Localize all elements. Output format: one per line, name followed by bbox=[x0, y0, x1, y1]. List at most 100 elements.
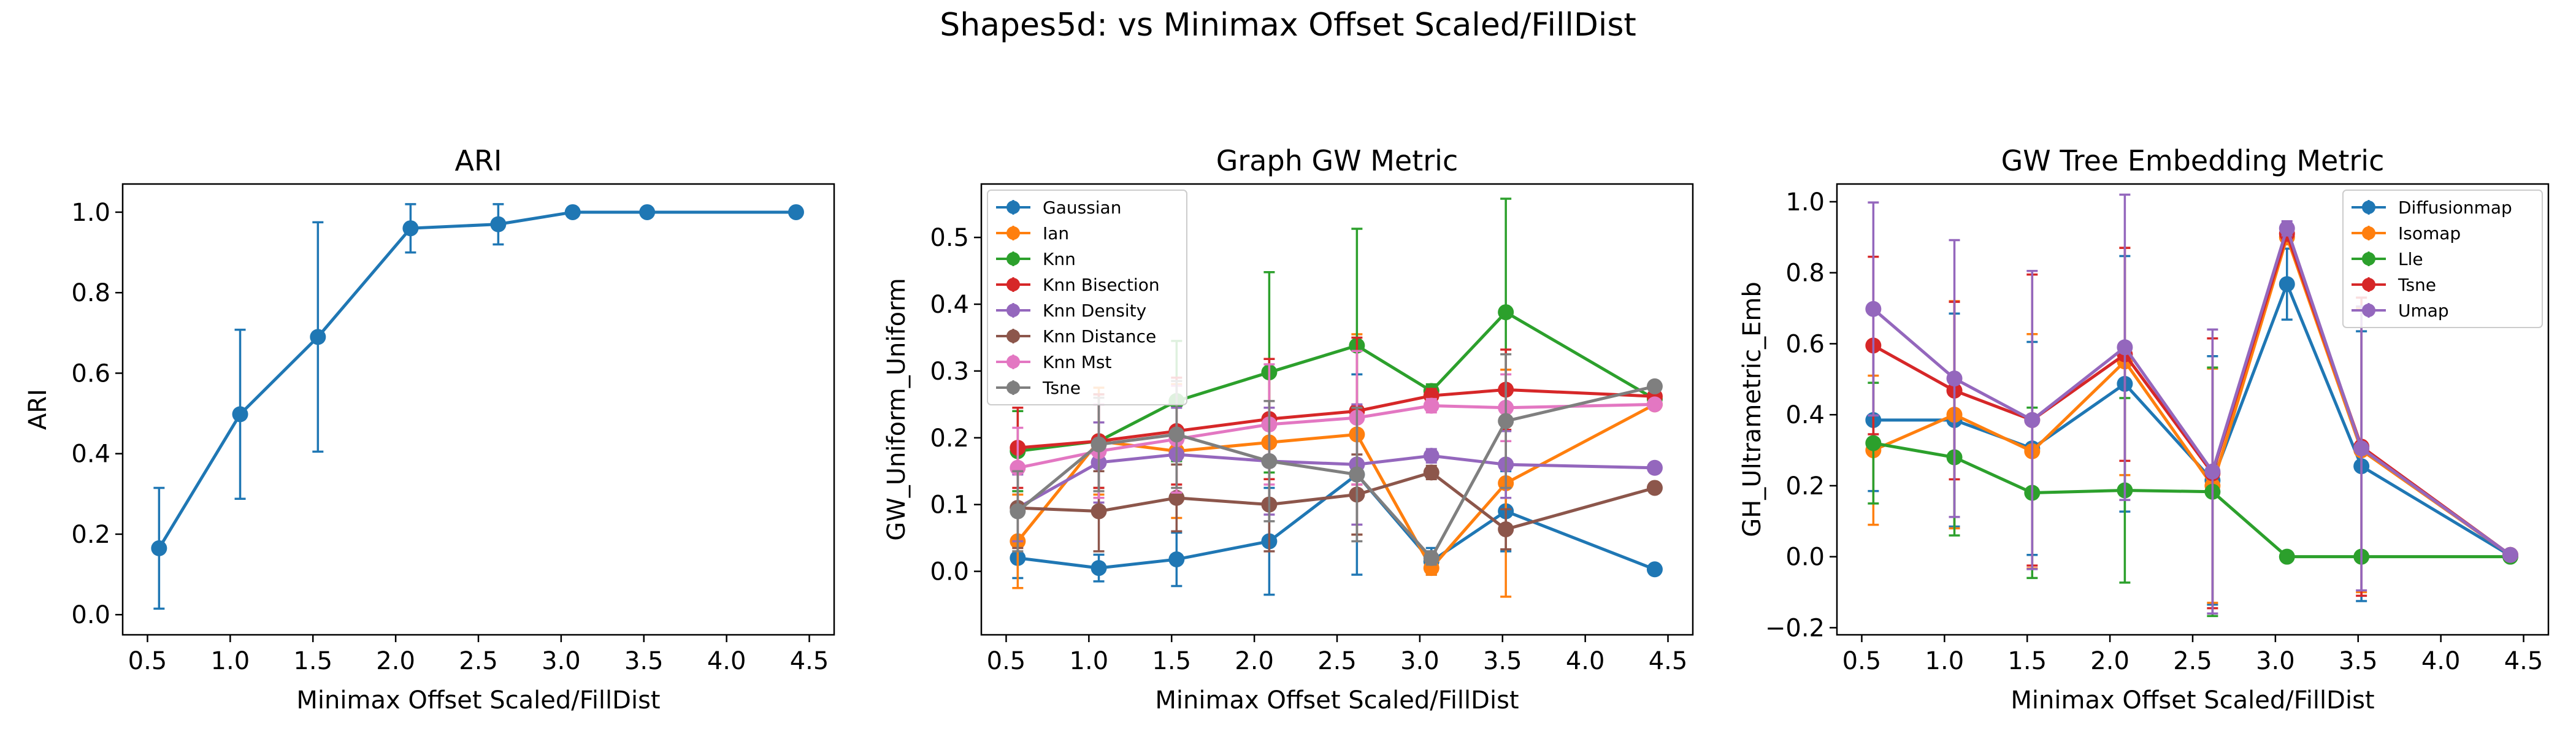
data-point bbox=[1261, 453, 1278, 469]
data-point bbox=[1423, 550, 1439, 566]
data-point bbox=[1498, 521, 1514, 537]
data-point bbox=[1946, 370, 1963, 387]
legend-marker bbox=[2362, 252, 2375, 266]
x-tick-label: 3.5 bbox=[624, 647, 664, 675]
y-tick-label: 0.6 bbox=[71, 359, 110, 388]
x-tick-label: 0.5 bbox=[987, 647, 1026, 675]
x-tick-label: 2.5 bbox=[459, 647, 498, 675]
legend-label: Gaussian bbox=[1043, 197, 1121, 218]
series-line bbox=[1873, 442, 2510, 559]
y-tick-label: 1.0 bbox=[1785, 188, 1825, 217]
chart-title: GW Tree Embedding Metric bbox=[2001, 144, 2385, 177]
x-tick-label: 1.0 bbox=[1925, 647, 1965, 675]
legend-label: Diffusionmap bbox=[2398, 197, 2512, 218]
chart-panel-3: GW Tree Embedding Metric Minimax Offset S… bbox=[1738, 144, 2550, 715]
y-tick-label: −0.2 bbox=[1765, 614, 1825, 642]
data-point bbox=[1865, 435, 1882, 451]
y-tick-label: 0.4 bbox=[71, 440, 110, 469]
chart-title: Graph GW Metric bbox=[1216, 144, 1458, 177]
data-point bbox=[490, 216, 507, 232]
data-point bbox=[1091, 560, 1107, 577]
data-point bbox=[639, 204, 656, 220]
data-point bbox=[1646, 459, 1663, 476]
y-tick-label: 1.0 bbox=[71, 199, 110, 227]
data-point bbox=[2279, 548, 2295, 565]
data-point bbox=[1091, 436, 1107, 453]
data-point bbox=[151, 540, 167, 556]
legend-marker bbox=[2362, 278, 2375, 291]
series-line bbox=[1016, 385, 1655, 561]
data-point bbox=[1498, 304, 1514, 321]
x-axis-label: Minimax Offset Scaled/FillDist bbox=[2011, 686, 2374, 715]
series-line bbox=[1873, 280, 2512, 558]
x-tick-label: 1.5 bbox=[293, 647, 332, 675]
x-tick-label: 1.5 bbox=[2007, 647, 2047, 675]
y-tick-label: 0.2 bbox=[930, 424, 969, 453]
legend-marker bbox=[2362, 226, 2375, 240]
x-tick-label: 1.0 bbox=[211, 647, 250, 675]
data-point bbox=[1423, 448, 1439, 464]
figure-suptitle: Shapes5d: vs Minimax Offset Scaled/FillD… bbox=[940, 7, 1636, 44]
legend-marker bbox=[1006, 252, 1020, 266]
x-axis-label: Minimax Offset Scaled/FillDist bbox=[296, 686, 660, 715]
x-tick-label: 3.0 bbox=[1400, 647, 1439, 675]
data-point bbox=[1646, 378, 1663, 394]
data-point bbox=[1091, 503, 1107, 519]
y-tick-label: 0.4 bbox=[930, 291, 969, 319]
chart-panel-2: Graph GW Metric Minimax Offset Scaled/Fil… bbox=[883, 144, 1694, 715]
legend-marker bbox=[1006, 278, 1020, 291]
data-point bbox=[1498, 413, 1514, 429]
legend-label: Umap bbox=[2398, 301, 2449, 321]
x-tick-label: 2.0 bbox=[376, 647, 415, 675]
data-point bbox=[2279, 220, 2295, 237]
data-point bbox=[1423, 397, 1439, 414]
data-point bbox=[1423, 464, 1439, 481]
legend-marker bbox=[1006, 304, 1020, 317]
y-tick-label: 0.0 bbox=[1785, 543, 1825, 572]
y-tick-label: 0.1 bbox=[930, 491, 969, 519]
legend-label: Knn Mst bbox=[1043, 352, 1112, 372]
series-0 bbox=[151, 203, 804, 610]
legend-marker bbox=[1006, 329, 1020, 343]
data-point bbox=[1168, 489, 1185, 506]
x-tick-label: 3.5 bbox=[2339, 647, 2378, 675]
legend: Gaussian Ian Knn Knn Bisection Knn Density Kn… bbox=[987, 190, 1187, 405]
x-tick-label: 2.5 bbox=[1317, 647, 1357, 675]
data-point bbox=[2024, 412, 2041, 428]
chart-panel-1: ARI Minimax Offset Scaled/FillDist ARI 0.5 1… bbox=[24, 144, 835, 715]
legend-label: Knn bbox=[1043, 249, 1076, 269]
legend-label: Knn Distance bbox=[1043, 326, 1156, 347]
x-tick-label: 4.5 bbox=[790, 647, 829, 675]
x-axis-label: Minimax Offset Scaled/FillDist bbox=[1155, 686, 1519, 715]
data-point bbox=[1646, 396, 1663, 413]
series-line bbox=[1017, 453, 1655, 510]
y-tick-label: 0.0 bbox=[930, 558, 969, 586]
data-point bbox=[402, 220, 419, 237]
series-line bbox=[1016, 403, 1656, 571]
data-point bbox=[1010, 503, 1026, 519]
x-tick-label: 4.0 bbox=[707, 647, 746, 675]
legend-label: Knn Density bbox=[1043, 301, 1146, 321]
series-line bbox=[1018, 310, 1656, 453]
x-tick-label: 1.5 bbox=[1152, 647, 1191, 675]
axes-frame bbox=[980, 183, 1694, 636]
data-point bbox=[310, 329, 326, 345]
x-tick-label: 3.0 bbox=[542, 647, 581, 675]
data-point bbox=[788, 204, 804, 220]
data-point bbox=[1168, 551, 1185, 567]
axes-frame bbox=[1836, 183, 2550, 636]
series-line bbox=[1018, 472, 1655, 571]
legend-label: Tsne bbox=[1042, 378, 1081, 398]
series-knn-distance bbox=[1010, 453, 1663, 553]
x-tick-label: 4.0 bbox=[1566, 647, 1605, 675]
data-point bbox=[1646, 561, 1663, 578]
data-point bbox=[2353, 440, 2370, 457]
series-line bbox=[1018, 388, 1655, 450]
x-tick-label: 0.5 bbox=[128, 647, 167, 675]
data-point bbox=[2204, 463, 2221, 480]
y-tick-label: 0.2 bbox=[1785, 472, 1825, 500]
x-tick-label: 4.5 bbox=[2504, 647, 2543, 675]
legend-marker bbox=[1006, 201, 1020, 214]
data-point bbox=[564, 204, 581, 220]
legend-frame bbox=[987, 190, 1187, 405]
